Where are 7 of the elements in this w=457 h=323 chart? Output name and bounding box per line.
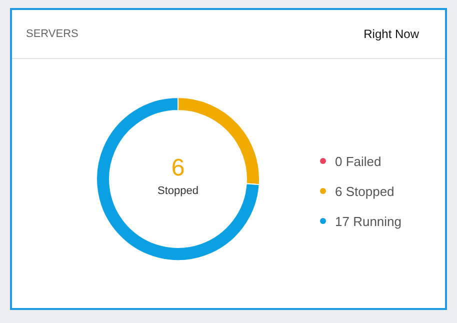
legend-label: 0 Failed [335,154,382,168]
legend-label: 17 Running [335,214,402,228]
legend-label: 6 Stopped [335,184,394,198]
text: Stopped [158,185,198,198]
chart-subtitle: Right Now [364,27,419,41]
chart-title: SERVERS [26,28,78,40]
text: 6 [171,154,185,182]
